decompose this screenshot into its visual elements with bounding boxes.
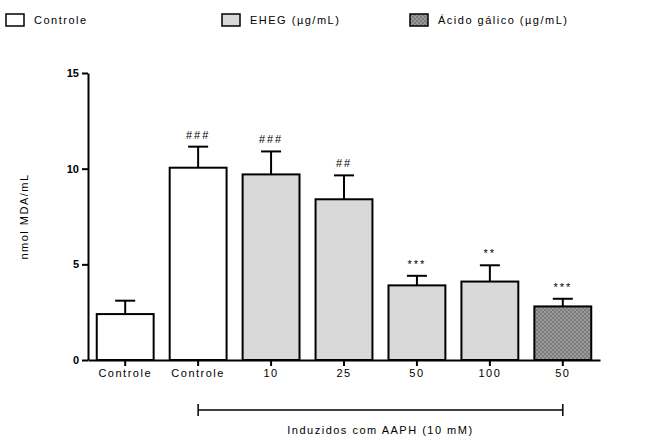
error-line xyxy=(489,265,491,281)
y-axis: 0 5 10 15 xyxy=(67,67,89,366)
y-tick-label: 15 xyxy=(67,67,79,79)
error-bar xyxy=(407,276,427,286)
y-tick-label: 0 xyxy=(73,354,79,366)
bar xyxy=(243,174,300,360)
bars xyxy=(97,147,591,360)
legend-item: Controle xyxy=(6,14,88,26)
chart: ########********051015ControleControle10… xyxy=(0,0,645,442)
plot: ########********051015ControleControle10… xyxy=(67,67,601,436)
error-cap xyxy=(115,300,135,302)
x-tick-label: 100 xyxy=(478,367,501,379)
error-cap xyxy=(188,146,208,148)
legend-swatch xyxy=(410,14,428,26)
x-tick-mark xyxy=(416,360,418,366)
x-tick-mark xyxy=(562,360,564,366)
legend-label: Ácido gálico (µg/mL) xyxy=(438,14,569,26)
x-tick-label: Controle xyxy=(171,367,225,379)
x-tick-mark xyxy=(270,360,272,366)
y-tick-label: 10 xyxy=(67,163,79,175)
legend-item: EHEG (µg/mL) xyxy=(222,14,340,26)
error-bar xyxy=(115,301,135,314)
x-axis: Controle Controle 10 25 50 100 50 xyxy=(89,360,601,379)
y-tick-mark xyxy=(82,168,88,170)
annotation: ### xyxy=(259,133,283,145)
annotation: ** xyxy=(484,247,497,259)
x-tick-mark xyxy=(197,360,199,366)
x-tick-label: 25 xyxy=(336,367,351,379)
error-bar xyxy=(261,151,281,174)
x-tick: 100 xyxy=(478,360,501,379)
error-bar xyxy=(334,175,354,199)
x-tick-label: Controle xyxy=(98,367,152,379)
error-line xyxy=(416,276,418,286)
error-line xyxy=(343,175,345,199)
error-line xyxy=(124,301,126,314)
bracket xyxy=(198,404,563,416)
legend-label: EHEG (µg/mL) xyxy=(250,14,340,26)
x-tick-mark xyxy=(343,360,345,366)
error-bar xyxy=(480,265,500,281)
error-cap xyxy=(407,275,427,277)
bar xyxy=(461,282,518,360)
y-tick-mark xyxy=(82,264,88,266)
x-tick: 50 xyxy=(555,360,570,379)
bar xyxy=(316,199,373,360)
y-tick: 15 xyxy=(67,67,88,79)
y-tick: 10 xyxy=(67,163,88,175)
y-axis-title: nmol MDA/mL xyxy=(18,173,30,259)
bracket-label: Induzidos com AAPH (10 mM) xyxy=(287,424,473,436)
legend-item: Ácido gálico (µg/mL) xyxy=(410,14,569,26)
error-cap xyxy=(334,174,354,176)
y-tick: 0 xyxy=(73,354,88,366)
y-tick: 5 xyxy=(73,258,88,270)
bar xyxy=(170,168,227,360)
x-tick: Controle xyxy=(98,360,152,379)
annotation: ### xyxy=(186,129,210,141)
error-bar xyxy=(553,299,573,307)
bar xyxy=(534,306,591,360)
bracket-end xyxy=(562,404,564,416)
error-cap xyxy=(480,264,500,266)
legend-swatch xyxy=(222,14,240,26)
annotation: ## xyxy=(336,157,352,169)
error-line xyxy=(270,151,272,174)
error-cap xyxy=(261,150,281,152)
legend-label: Controle xyxy=(34,14,88,26)
y-tick-label: 5 xyxy=(73,258,79,270)
annotation: *** xyxy=(553,281,572,293)
legend-swatch xyxy=(6,14,24,26)
error-line xyxy=(562,299,564,307)
bar xyxy=(97,314,154,360)
x-tick: 10 xyxy=(263,360,278,379)
x-tick-mark xyxy=(489,360,491,366)
error-line xyxy=(197,147,199,168)
bar xyxy=(388,285,445,360)
x-tick-label: 10 xyxy=(263,367,278,379)
error-cap xyxy=(553,298,573,300)
legend: Controle EHEG (µg/mL) Ácido gálico (µg/mL) xyxy=(6,14,569,26)
x-tick-label: 50 xyxy=(409,367,424,379)
x-tick: 25 xyxy=(336,360,351,379)
annotation: *** xyxy=(408,258,427,270)
x-tick-mark xyxy=(124,360,126,366)
bracket-end xyxy=(197,404,199,416)
y-axis-line xyxy=(88,74,90,361)
x-tick: 50 xyxy=(409,360,424,379)
x-tick-label: 50 xyxy=(555,367,570,379)
bracket-line xyxy=(198,409,563,411)
y-tick-mark xyxy=(82,73,88,75)
x-tick: Controle xyxy=(171,360,225,379)
error-bar xyxy=(188,147,208,168)
y-tick-mark xyxy=(82,360,88,362)
